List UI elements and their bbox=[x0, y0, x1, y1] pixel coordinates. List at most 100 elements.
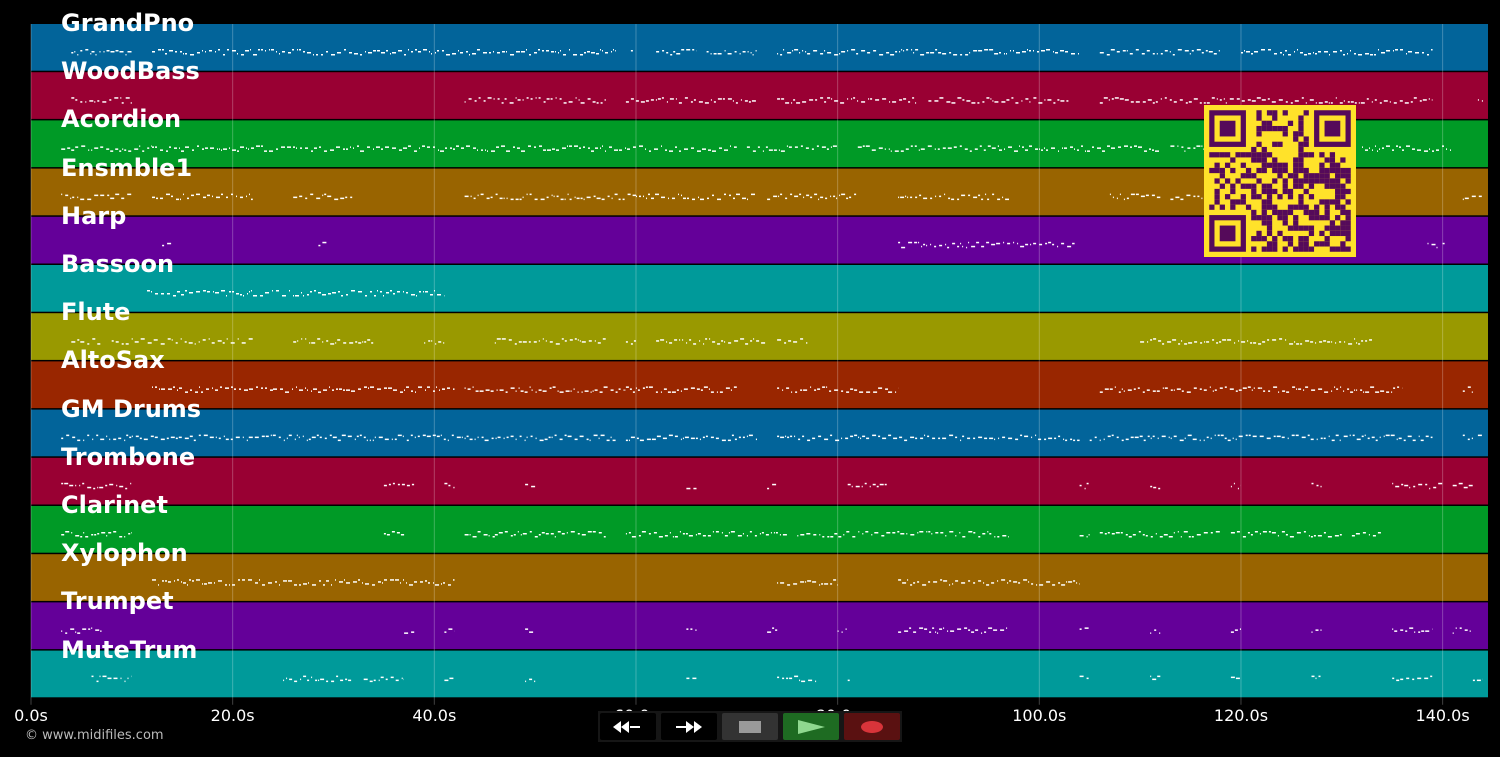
transport-controls bbox=[598, 711, 902, 742]
note-mark bbox=[105, 484, 108, 487]
note-mark bbox=[1414, 631, 1416, 633]
note-mark bbox=[179, 387, 182, 389]
note-mark bbox=[218, 49, 220, 51]
note-mark bbox=[1396, 679, 1400, 682]
note-mark bbox=[281, 146, 285, 148]
fast-forward-button[interactable] bbox=[661, 713, 717, 740]
note-mark bbox=[1251, 53, 1253, 55]
note-mark bbox=[549, 341, 553, 343]
note-mark bbox=[82, 482, 85, 485]
note-mark bbox=[282, 51, 285, 53]
note-mark bbox=[470, 195, 472, 198]
note-mark bbox=[786, 677, 789, 680]
note-mark bbox=[378, 581, 381, 583]
note-mark bbox=[125, 487, 128, 490]
note-mark bbox=[1120, 532, 1123, 534]
note-mark bbox=[1316, 484, 1319, 487]
note-mark bbox=[719, 147, 722, 149]
note-mark bbox=[160, 197, 163, 200]
note-mark bbox=[358, 579, 360, 581]
note-mark bbox=[393, 293, 395, 295]
note-mark bbox=[852, 536, 856, 538]
note-mark bbox=[911, 49, 913, 51]
track-name: GM Drums bbox=[61, 394, 202, 423]
note-mark bbox=[862, 145, 865, 147]
note-mark bbox=[1079, 628, 1082, 630]
note-mark bbox=[1079, 583, 1080, 585]
note-mark bbox=[131, 532, 132, 534]
note-mark bbox=[935, 631, 937, 633]
note-mark bbox=[881, 535, 885, 537]
note-mark bbox=[905, 148, 909, 150]
note-mark bbox=[72, 196, 75, 199]
note-mark bbox=[793, 341, 798, 343]
note-mark bbox=[418, 386, 422, 388]
note-mark bbox=[800, 389, 803, 391]
note-mark bbox=[547, 149, 551, 151]
note-mark bbox=[367, 339, 371, 341]
note-mark bbox=[815, 680, 817, 683]
note-mark bbox=[827, 97, 831, 99]
note-mark bbox=[77, 196, 79, 199]
note-mark bbox=[497, 98, 500, 100]
record-button[interactable] bbox=[844, 713, 900, 740]
note-mark bbox=[821, 583, 824, 585]
note-mark bbox=[712, 531, 714, 533]
note-mark bbox=[750, 52, 752, 54]
note-mark bbox=[197, 52, 200, 54]
note-mark bbox=[341, 295, 343, 297]
note-mark bbox=[510, 535, 513, 537]
note-mark bbox=[1151, 194, 1155, 197]
note-mark bbox=[1175, 196, 1180, 199]
note-mark bbox=[673, 51, 676, 53]
note-mark bbox=[555, 97, 557, 99]
note-mark bbox=[1099, 52, 1104, 54]
note-mark bbox=[83, 532, 85, 534]
note-mark bbox=[310, 193, 314, 196]
note-mark bbox=[1290, 102, 1293, 104]
note-mark bbox=[444, 631, 447, 633]
note-mark bbox=[1158, 487, 1161, 490]
note-mark bbox=[595, 147, 598, 149]
note-mark bbox=[518, 341, 522, 343]
note-mark bbox=[1279, 338, 1283, 340]
note-mark bbox=[569, 145, 572, 147]
note-mark bbox=[174, 147, 177, 149]
note-mark bbox=[438, 149, 439, 151]
note-mark bbox=[630, 436, 635, 439]
note-mark bbox=[504, 98, 507, 100]
note-mark bbox=[655, 193, 659, 196]
note-mark bbox=[843, 534, 845, 536]
note-mark bbox=[1023, 579, 1028, 581]
note-mark bbox=[674, 339, 678, 341]
rewind-button[interactable] bbox=[600, 713, 656, 740]
note-mark bbox=[854, 193, 857, 196]
note-mark bbox=[757, 146, 760, 148]
note-mark bbox=[1181, 146, 1184, 148]
note-mark bbox=[931, 533, 933, 535]
note-mark bbox=[1124, 145, 1128, 147]
note-mark bbox=[505, 391, 508, 393]
note-mark bbox=[577, 533, 580, 535]
note-mark bbox=[202, 583, 203, 585]
note-mark bbox=[534, 52, 537, 54]
note-mark bbox=[1452, 632, 1454, 634]
qr-code-icon bbox=[1204, 105, 1356, 257]
note-mark bbox=[1347, 388, 1350, 390]
note-mark bbox=[968, 531, 973, 533]
stop-button[interactable] bbox=[722, 713, 778, 740]
note-mark bbox=[120, 677, 122, 680]
note-mark bbox=[1087, 150, 1090, 152]
note-mark bbox=[586, 438, 589, 441]
note-mark bbox=[973, 196, 978, 199]
note-mark bbox=[153, 339, 158, 341]
note-mark bbox=[922, 584, 927, 586]
note-mark bbox=[71, 52, 74, 54]
note-mark bbox=[755, 50, 757, 52]
note-mark bbox=[746, 146, 750, 148]
note-mark bbox=[83, 439, 85, 442]
note-mark bbox=[1247, 386, 1251, 388]
play-button[interactable] bbox=[783, 713, 839, 740]
note-mark bbox=[293, 341, 297, 343]
note-mark bbox=[945, 535, 947, 537]
